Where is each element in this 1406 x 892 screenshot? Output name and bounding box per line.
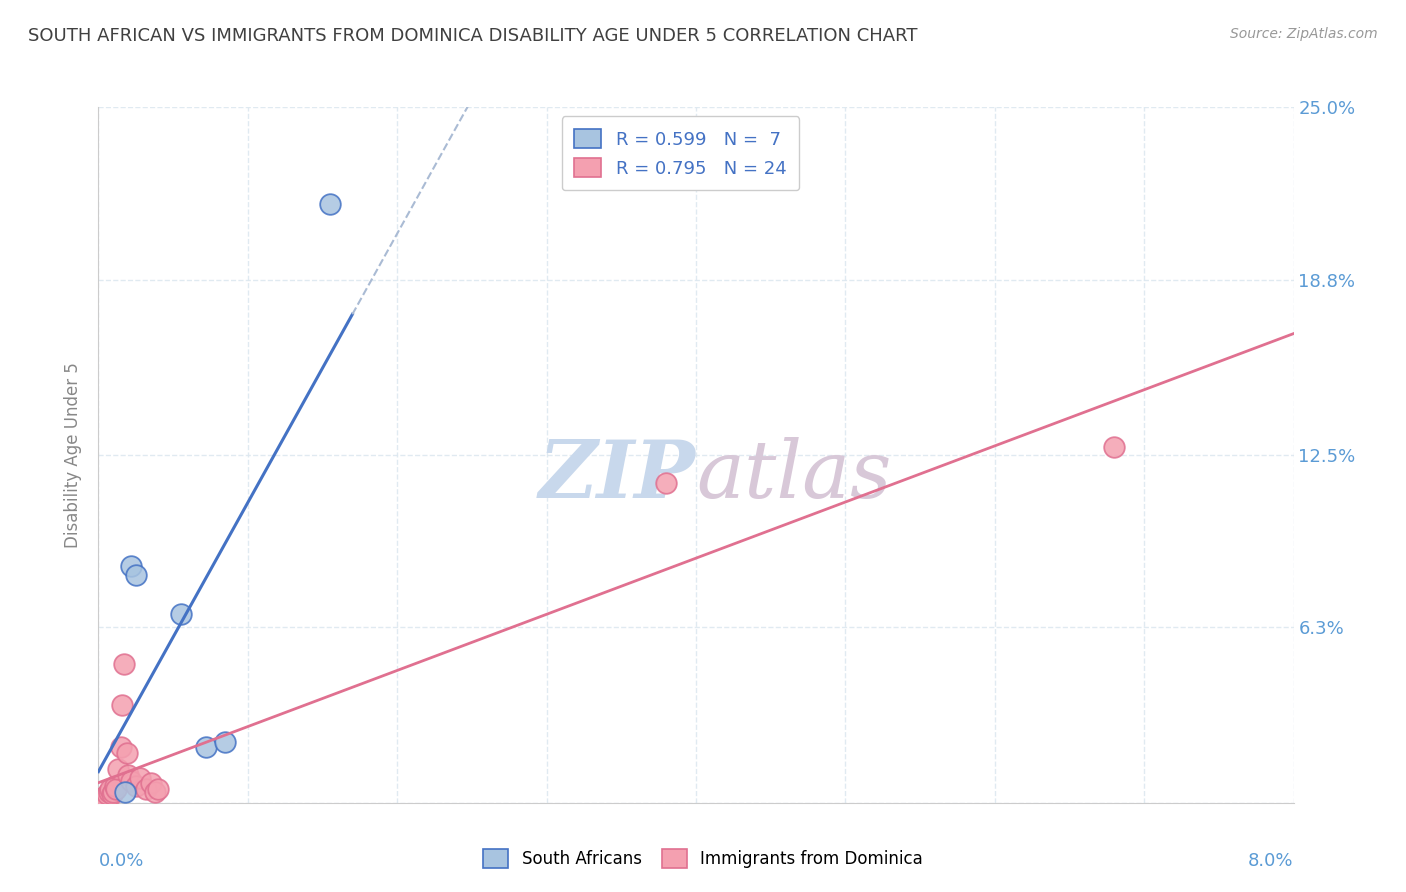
Text: Source: ZipAtlas.com: Source: ZipAtlas.com bbox=[1230, 27, 1378, 41]
Point bbox=[115, 746, 138, 760]
Point bbox=[110, 740, 132, 755]
Point bbox=[104, 779, 127, 793]
Text: SOUTH AFRICAN VS IMMIGRANTS FROM DOMINICA DISABILITY AGE UNDER 5 CORRELATION CHA: SOUTH AFRICAN VS IMMIGRANTS FROM DOMINIC… bbox=[28, 27, 918, 45]
Point bbox=[129, 771, 152, 785]
Point bbox=[214, 734, 236, 748]
Point bbox=[120, 559, 142, 574]
Point bbox=[148, 781, 170, 796]
Point bbox=[103, 785, 125, 799]
Text: 0.0%: 0.0% bbox=[98, 852, 143, 870]
Point bbox=[125, 779, 148, 793]
Point bbox=[93, 790, 115, 805]
Text: atlas: atlas bbox=[696, 437, 891, 515]
Legend: South Africans, Immigrants from Dominica: South Africans, Immigrants from Dominica bbox=[477, 843, 929, 875]
Point bbox=[96, 788, 118, 802]
Point bbox=[90, 791, 112, 805]
Point bbox=[1102, 440, 1125, 454]
Point bbox=[125, 567, 148, 582]
Point bbox=[107, 763, 129, 777]
Text: 8.0%: 8.0% bbox=[1249, 852, 1294, 870]
Point bbox=[120, 773, 142, 788]
Point bbox=[114, 785, 136, 799]
Point bbox=[105, 781, 128, 796]
Text: ZIP: ZIP bbox=[538, 437, 696, 515]
Point bbox=[139, 776, 162, 790]
Point bbox=[98, 781, 122, 796]
Point bbox=[169, 607, 191, 621]
Legend: R = 0.599   N =  7, R = 0.795   N = 24: R = 0.599 N = 7, R = 0.795 N = 24 bbox=[561, 116, 799, 190]
Point bbox=[111, 698, 134, 713]
Point bbox=[135, 781, 157, 796]
Point bbox=[655, 475, 678, 490]
Point bbox=[143, 785, 166, 799]
Point bbox=[112, 657, 135, 671]
Y-axis label: Disability Age Under 5: Disability Age Under 5 bbox=[65, 362, 83, 548]
Point bbox=[319, 197, 342, 211]
Point bbox=[117, 768, 139, 782]
Point bbox=[101, 788, 124, 802]
Point bbox=[194, 740, 218, 755]
Point bbox=[97, 785, 120, 799]
